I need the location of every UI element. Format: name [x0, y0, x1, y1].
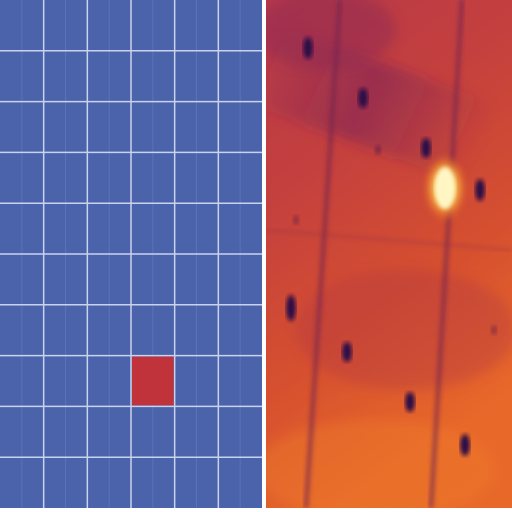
dark-spots: [286, 37, 497, 456]
module-seam-horizontal: [266, 228, 512, 252]
dark-spot: [475, 179, 485, 201]
cell-grid-lines: [0, 0, 262, 508]
dark-spot: [358, 88, 368, 108]
dark-spot: [286, 295, 296, 321]
module-layout-panel: [0, 0, 262, 508]
dark-spot: [375, 145, 381, 155]
dark-spot: [421, 138, 431, 158]
thermal-image: [266, 0, 512, 508]
warm-region-bottom: [266, 420, 496, 508]
cool-region-top: [266, 0, 396, 70]
highlighted-cell: [132, 356, 174, 406]
dark-spot: [405, 392, 415, 412]
hotspot-core: [435, 167, 455, 209]
dark-spot: [460, 434, 470, 456]
dark-spot: [491, 325, 497, 335]
cool-region-middle: [296, 270, 512, 390]
module-seam-right: [428, 0, 465, 508]
dark-spot: [342, 342, 352, 362]
dark-spot: [303, 37, 313, 59]
module-seam-left: [303, 0, 343, 508]
thermal-image-panel: [266, 0, 512, 508]
dark-spot: [293, 215, 299, 225]
module-layout-diagram: [0, 0, 262, 508]
